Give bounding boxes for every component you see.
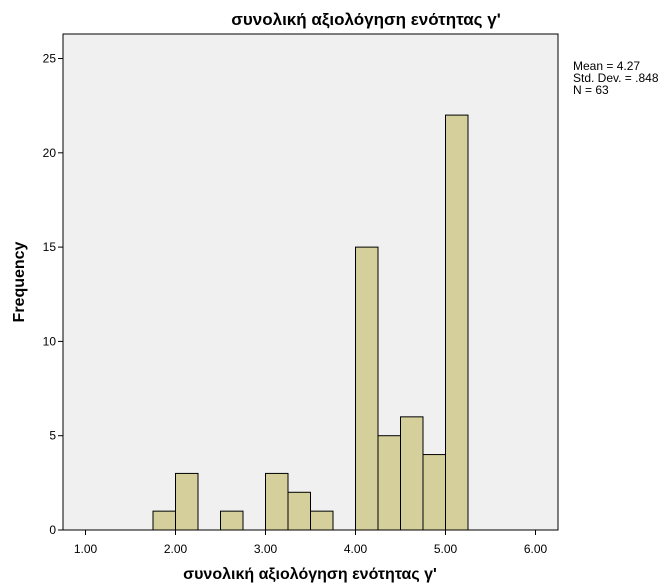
stats-stddev: Std. Dev. = .848 [573, 71, 659, 85]
x-tick-label: 5.00 [434, 542, 458, 556]
histogram-bar-7 [377, 435, 401, 531]
y-tick-label: 15 [43, 240, 57, 254]
chart-title: συνολική αξιολόγηση ενότητας γ' [231, 10, 501, 29]
histogram-bar-8 [400, 416, 424, 531]
y-tick-label: 10 [43, 334, 57, 348]
x-tick-label: 1.00 [74, 542, 98, 556]
stats-n: N = 63 [573, 83, 609, 97]
histogram-bar-5 [310, 510, 334, 531]
x-axis: 1.00 2.00 3.00 4.00 5.00 6.00 [74, 530, 548, 556]
plot-area [62, 33, 559, 531]
x-tick-label: 4.00 [344, 542, 368, 556]
x-tick-label: 6.00 [524, 542, 548, 556]
x-axis-label: συνολική αξιολόγηση ενότητας γ' [183, 566, 437, 583]
histogram-bar-1 [175, 472, 199, 531]
y-tick-label: 0 [49, 523, 56, 537]
histogram-bar-10 [445, 114, 469, 531]
y-tick-label: 25 [43, 52, 57, 66]
y-axis-label: Frequency [11, 241, 28, 322]
histogram-bar-3 [265, 472, 289, 531]
histogram-bar-2 [220, 510, 244, 531]
stats-mean: Mean = 4.27 [573, 59, 640, 73]
x-tick-label: 3.00 [254, 542, 278, 556]
y-tick-label: 5 [49, 429, 56, 443]
histogram-bar-6 [355, 246, 379, 531]
histogram-bar-0 [152, 510, 176, 531]
histogram-bar-4 [287, 491, 311, 531]
x-tick-label: 2.00 [164, 542, 188, 556]
y-axis: 0 5 10 15 20 25 [43, 52, 63, 537]
y-tick-label: 20 [43, 146, 57, 160]
bars-group [152, 114, 469, 531]
histogram-bar-9 [422, 454, 446, 531]
stats-box: Mean = 4.27 Std. Dev. = .848 N = 63 [573, 59, 659, 97]
